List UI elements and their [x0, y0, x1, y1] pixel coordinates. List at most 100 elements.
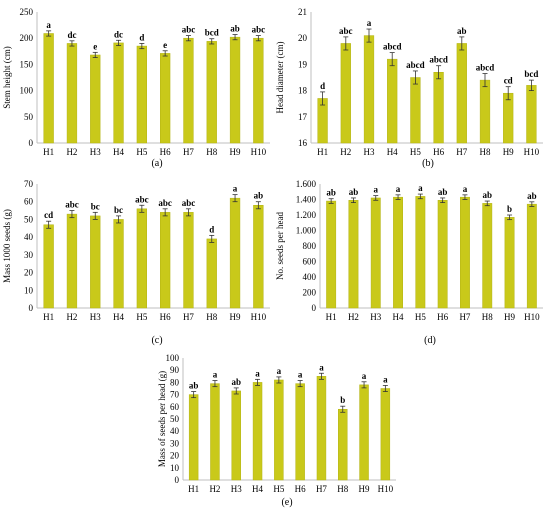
bar [160, 212, 171, 309]
significance-label: cd [44, 210, 53, 220]
y-tick-label: 1.400 [296, 195, 317, 205]
category-label: H1 [326, 312, 337, 322]
significance-label: a [255, 368, 260, 378]
y-tick-label: 50 [170, 414, 180, 424]
category-label: H8 [480, 147, 491, 157]
category-label: H9 [230, 147, 241, 157]
significance-label: ab [326, 188, 336, 198]
y-tick-label: 90 [170, 365, 180, 375]
significance-label: abc [339, 26, 353, 36]
category-label: H7 [456, 147, 467, 157]
category-label: H9 [504, 312, 515, 322]
y-tick-label: 19 [298, 59, 308, 69]
bar [479, 79, 491, 144]
y-tick-label: 30 [170, 438, 180, 448]
bar [183, 212, 194, 309]
y-tick-label: 60 [170, 402, 180, 412]
category-label: H10 [251, 312, 267, 322]
bar [415, 196, 426, 309]
y-tick-label: 0 [29, 303, 34, 313]
bar [43, 224, 54, 309]
bar [526, 203, 537, 309]
bar [136, 45, 147, 144]
y-tick-label: 70 [24, 179, 34, 189]
y-tick-label: 40 [24, 232, 34, 242]
significance-label: abcd [476, 63, 495, 73]
y-tick-label: 40 [170, 426, 180, 436]
y-tick-label: 1.200 [296, 210, 317, 220]
bar [482, 203, 493, 309]
significance-label: a [383, 374, 388, 384]
category-label: H2 [340, 147, 351, 157]
category-label: H4 [387, 147, 398, 157]
bar [188, 394, 199, 481]
significance-label: ab [254, 191, 264, 201]
significance-label: a [374, 185, 379, 195]
y-tick-label: 600 [303, 257, 317, 267]
y-tick-label: 800 [303, 241, 317, 251]
y-tick-label: 1.000 [296, 226, 317, 236]
y-tick-label: 150 [20, 59, 34, 69]
category-label: H10 [524, 147, 540, 157]
significance-label: d [139, 32, 144, 42]
y-axis-title: Mass of seeds per head (g) [157, 371, 167, 467]
bar [526, 85, 537, 144]
significance-label: ab [189, 381, 199, 391]
y-axis-title: Head diameter (cm) [275, 42, 285, 114]
panel-b: 161718192021dH1abcH2aH3abcdH4abcdH5abcdH… [275, 7, 543, 169]
significance-label: dc [114, 29, 123, 39]
bar [359, 384, 369, 481]
significance-label: ab [482, 190, 492, 200]
significance-label: abc [182, 198, 196, 208]
bar [160, 53, 171, 144]
bar [229, 197, 241, 309]
y-axis-title: Mass 1000 seeds (g) [2, 209, 12, 283]
category-label: H1 [43, 312, 54, 322]
bar [210, 383, 220, 481]
significance-label: a [298, 370, 303, 380]
category-label: H7 [183, 312, 194, 322]
y-tick-label: 50 [24, 214, 34, 224]
bar [253, 205, 264, 309]
category-label: H7 [316, 484, 327, 494]
category-label: H1 [317, 147, 328, 157]
significance-label: bc [114, 205, 123, 215]
significance-label: ab [457, 26, 467, 36]
significance-label: a [277, 366, 282, 376]
bar [43, 33, 54, 144]
category-label: H6 [437, 312, 448, 322]
panel-a: 0 50 100 150 200 250 a H1 dc H2 e H3 dc H4 d H5 e H6 abc H7… [2, 7, 270, 169]
y-tick-label: 10 [24, 285, 34, 295]
bar [206, 238, 217, 309]
category-label: H1 [188, 484, 199, 494]
significance-label: a [463, 184, 468, 194]
panel-caption: (b) [422, 158, 434, 169]
bar [274, 379, 284, 481]
y-axis-title: No. seeds per head [275, 212, 285, 280]
category-label: H7 [459, 312, 470, 322]
y-tick-label: 1.600 [296, 179, 317, 189]
significance-label: d [209, 224, 214, 234]
bar [66, 213, 78, 309]
panel-e: 0102030405060708090100abH1aH2abH3aH4aH5a… [157, 353, 396, 508]
y-tick-label: 18 [298, 86, 308, 96]
panel-c: 0 10 20 30 40 50 60 70 cd H1 abc H2 bc H3 bc H4 abc H5 abc… [2, 179, 270, 346]
significance-label: ab [438, 187, 448, 197]
y-tick-label: 17 [298, 112, 308, 122]
category-label: H4 [252, 484, 263, 494]
bar [370, 197, 381, 309]
bar [387, 58, 398, 144]
bar [206, 41, 217, 144]
significance-label: a [367, 18, 372, 28]
bar [231, 390, 241, 481]
category-label: H2 [209, 484, 220, 494]
significance-label: ab [527, 191, 537, 201]
y-tick-label: 250 [20, 7, 34, 17]
y-tick-label: 70 [170, 390, 180, 400]
bar [437, 200, 448, 309]
significance-label: a [418, 183, 423, 193]
significance-label: abc [158, 198, 172, 208]
category-label: H5 [410, 147, 421, 157]
significance-label: a [319, 362, 324, 372]
